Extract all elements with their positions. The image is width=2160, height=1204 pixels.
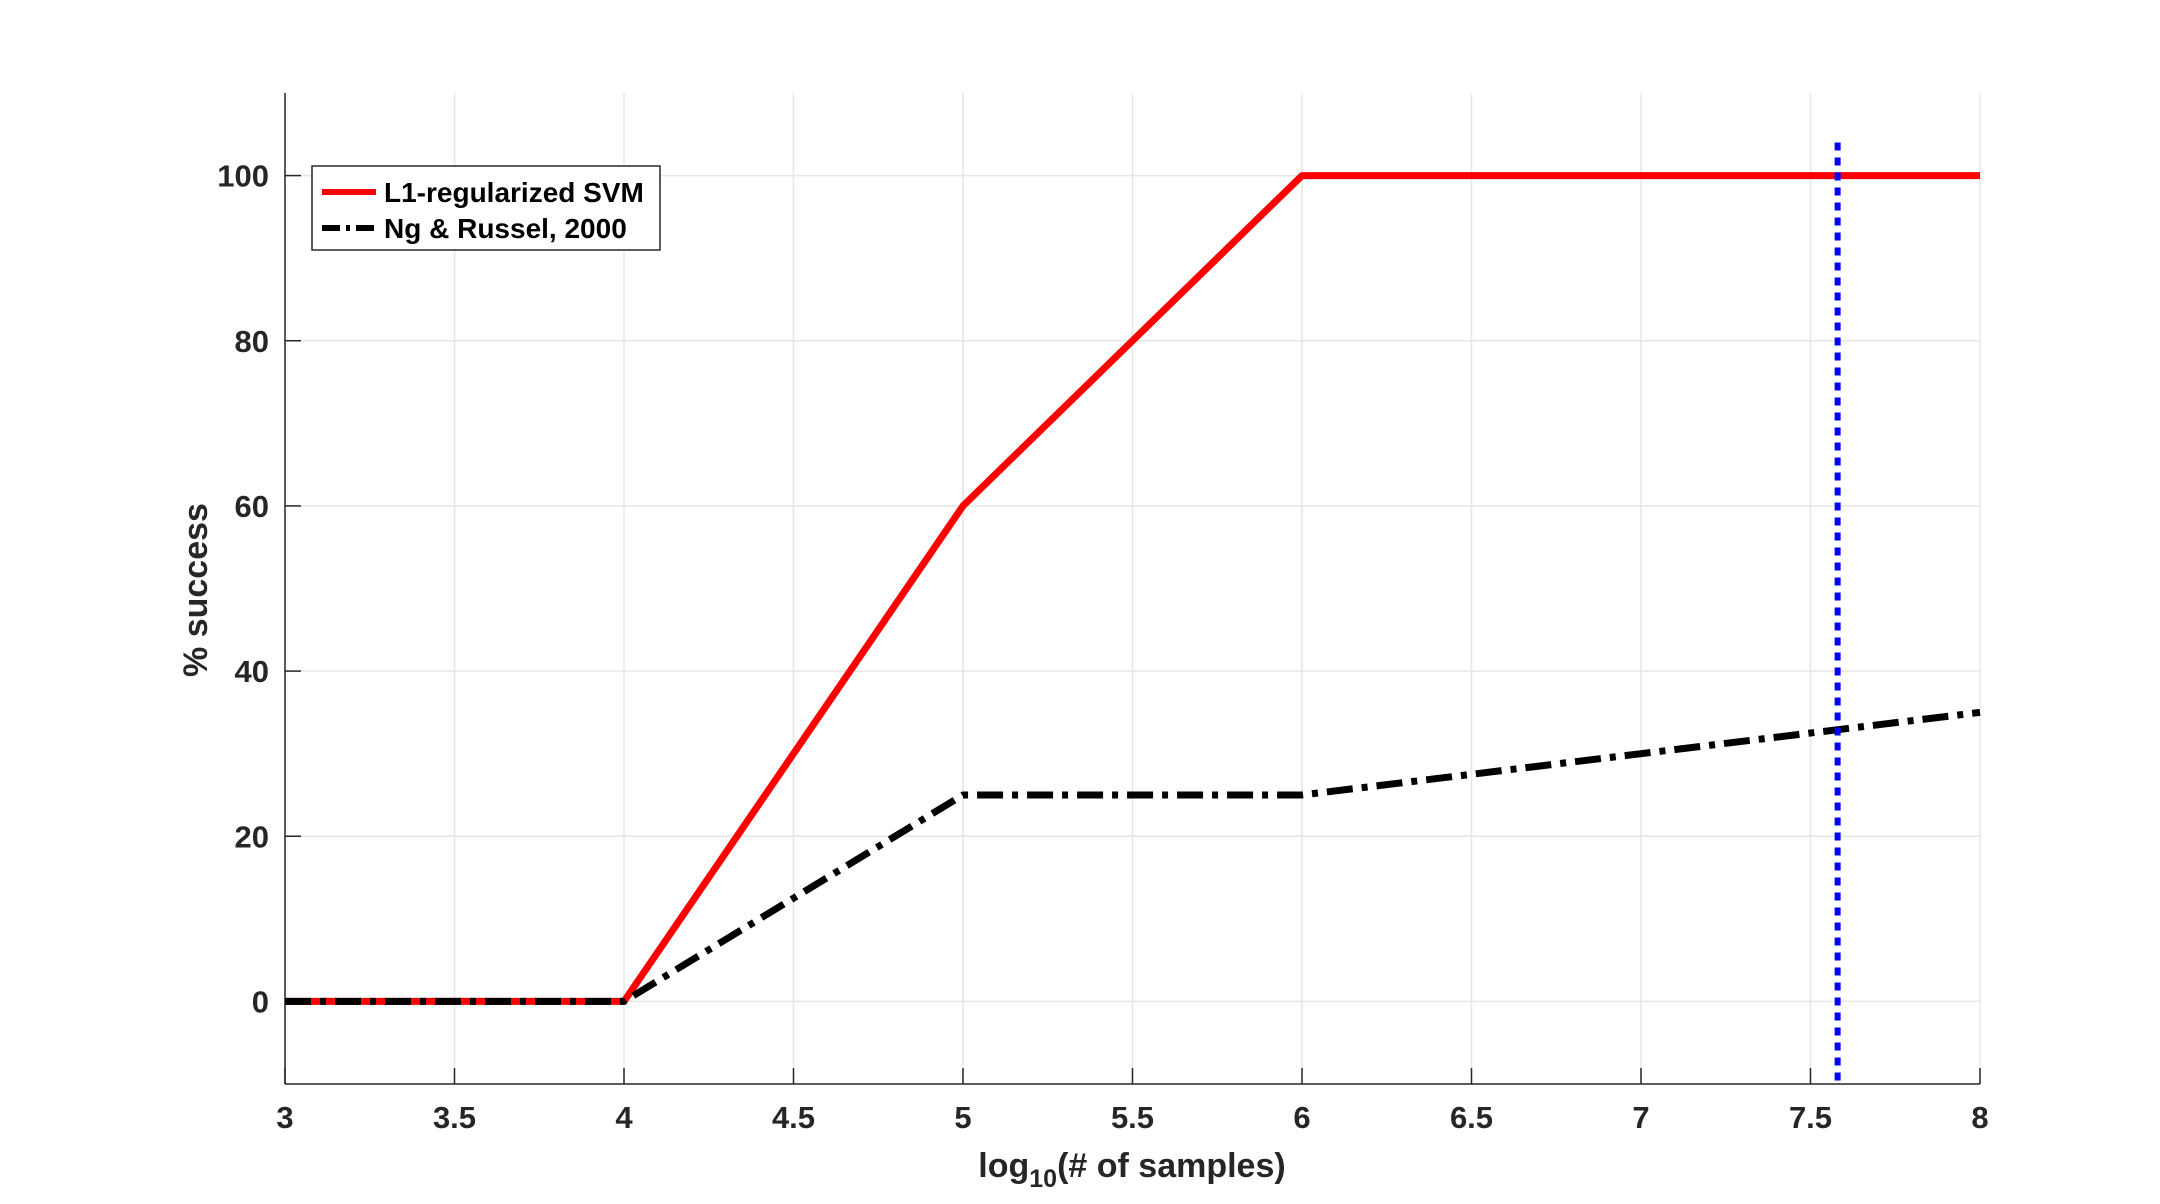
legend: L1-regularized SVM Ng & Russel, 2000 — [311, 165, 661, 251]
x-axis-label-subscript: 10 — [1029, 1165, 1057, 1193]
x-axis-ticks: 3 3.5 4 4.5 5 5.5 6 6.5 7 7.5 8 — [276, 1068, 1989, 1135]
x-tick-label-2: 4 — [615, 1100, 633, 1135]
series-line-1 — [285, 708, 1981, 1005]
y-tick-label-0: 0 — [252, 984, 269, 1019]
y-tick-label-2: 40 — [235, 654, 269, 689]
x-tick-label-3: 4.5 — [772, 1100, 815, 1135]
legend-label-ng-russel: Ng & Russel, 2000 — [384, 213, 627, 244]
x-axis-label: log10(# of samples) — [978, 1147, 1285, 1193]
x-tick-label-5: 5.5 — [1111, 1100, 1154, 1135]
y-tick-label-5: 100 — [217, 159, 269, 194]
series-group — [285, 172, 1981, 1005]
x-axis-label-main: log — [978, 1147, 1029, 1185]
x-tick-label-6: 6 — [1293, 1100, 1310, 1135]
x-axis-label-rest: (# of samples) — [1057, 1147, 1286, 1185]
y-axis-label: % success — [177, 503, 215, 677]
legend-label-l1-svm: L1-regularized SVM — [384, 177, 644, 208]
y-tick-label-4: 80 — [235, 324, 269, 359]
x-tick-label-0: 3 — [276, 1100, 293, 1135]
x-tick-label-9: 7.5 — [1789, 1100, 1832, 1135]
y-tick-label-3: 60 — [235, 489, 269, 524]
x-tick-label-4: 5 — [954, 1100, 971, 1135]
grid — [284, 93, 1981, 1084]
y-tick-label-1: 20 — [235, 819, 269, 854]
x-tick-label-1: 3.5 — [433, 1100, 476, 1135]
x-tick-label-8: 7 — [1632, 1100, 1649, 1135]
x-tick-label-10: 8 — [1971, 1100, 1988, 1135]
x-tick-label-7: 6.5 — [1450, 1100, 1493, 1135]
series-line-0 — [285, 172, 1980, 1005]
y-axis-ticks: 0 20 40 60 80 100 — [217, 159, 301, 1019]
legend-box — [311, 165, 661, 251]
